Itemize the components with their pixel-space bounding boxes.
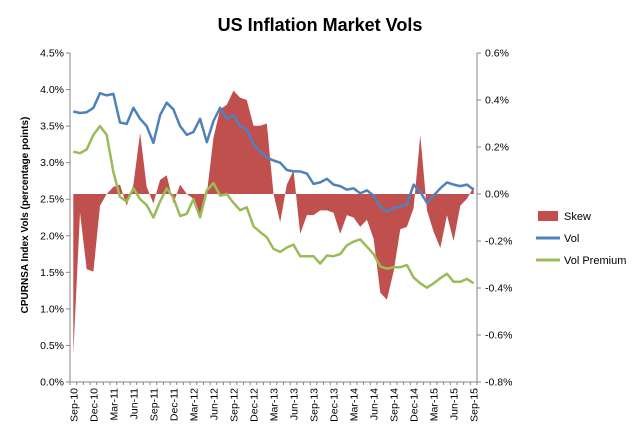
x-tick-label: Mar-12 (188, 388, 200, 421)
x-tick-label: Dec-14 (409, 388, 421, 422)
y-right-tick-label: 0.0% (485, 189, 509, 201)
x-tick-label: Dec-10 (88, 388, 100, 422)
y-tick-label: 1.0% (40, 303, 64, 315)
x-tick-label: Mar-11 (108, 388, 120, 421)
x-tick-label: Mar-13 (269, 388, 281, 421)
chart-title: US Inflation Market Vols (218, 15, 423, 35)
x-tick-label: Mar-14 (349, 388, 361, 421)
x-tick-label: Dec-11 (168, 388, 180, 421)
y-tick-label: 1.5% (40, 267, 64, 279)
legend-label: Skew (564, 211, 591, 223)
x-tick-label: Mar-15 (429, 388, 441, 421)
y-tick-label: 3.5% (40, 121, 64, 133)
y-right-tick-label: -0.4% (485, 283, 512, 295)
x-tick-label: Dec-13 (329, 388, 341, 422)
x-tick-label: Sep-10 (68, 388, 80, 422)
plot-area (73, 90, 475, 354)
axes: 0.0% 0.5% 1.0% 1.5% 2.0% 2.5% 3.0% 3.5% 4.0% 4.5%… (40, 48, 512, 422)
x-tick-label: Sep-13 (309, 388, 321, 422)
x-tick-label: Jun-12 (209, 388, 221, 420)
legend-swatch (538, 211, 558, 221)
x-tick-label: Jun-11 (128, 388, 140, 419)
series-vol-premium-line (73, 124, 475, 289)
y-right-tick-label: 0.2% (485, 142, 509, 154)
y-right-tick-label: -0.2% (485, 236, 512, 248)
x-tick-label: Sep-15 (469, 388, 481, 422)
y-axis-label: CPURNSA Index Vols (percentage points) (20, 117, 31, 314)
legend-label: Vol Premium (564, 255, 626, 267)
x-tick-label: Jun-13 (289, 388, 301, 420)
legend-label: Vol (564, 233, 579, 245)
x-tick-label: Dec-12 (249, 388, 261, 422)
y-tick-label: 0.5% (40, 340, 64, 352)
y-tick-label: 3.0% (40, 157, 64, 169)
y-tick-label: 0.0% (40, 377, 64, 389)
x-tick-label: Sep-11 (148, 388, 160, 421)
x-tick-label: Jun-15 (449, 388, 461, 420)
x-tick-label: Sep-12 (229, 388, 241, 422)
y-right-tick-label: -0.6% (485, 330, 512, 342)
y-right-tick-label: 0.4% (485, 95, 509, 107)
legend: Skew Vol Vol Premium (536, 211, 626, 267)
y-tick-label: 2.5% (40, 194, 64, 206)
y-right-tick-label: -0.8% (485, 377, 512, 389)
x-tick-label: Jun-14 (369, 388, 381, 420)
y-right-tick-label: 0.6% (485, 48, 509, 60)
x-tick-label: Sep-14 (389, 388, 401, 422)
y-tick-label: 4.5% (40, 48, 64, 60)
y-tick-label: 4.0% (40, 84, 64, 96)
series-vol-line (73, 91, 475, 213)
series-skew-area (73, 90, 474, 354)
y-tick-label: 2.0% (40, 230, 64, 242)
